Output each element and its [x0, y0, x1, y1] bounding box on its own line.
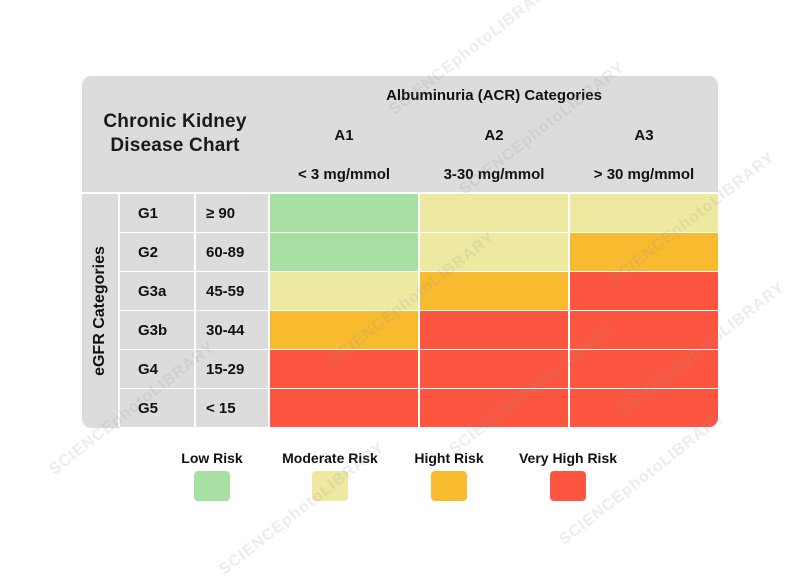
- risk-cell-g1-a1: [270, 194, 418, 232]
- row-code-g2: G2: [120, 233, 194, 271]
- row-code-g3b: G3b: [120, 311, 194, 349]
- row-range-g3b: 30-44: [196, 311, 268, 349]
- row-code-g5: G5: [120, 389, 194, 427]
- legend-swatch-moderate-risk: [312, 471, 348, 501]
- risk-cell-g1-a3: [570, 194, 718, 232]
- risk-cell-g3b-a3: [570, 311, 718, 349]
- row-range-g4: 15-29: [196, 350, 268, 388]
- legend-label-low-risk: Low Risk: [181, 450, 243, 466]
- column-range-a3: > 30 mg/mmol: [570, 156, 718, 192]
- legend-swatch-very-high-risk: [550, 471, 586, 501]
- column-range-a1: < 3 mg/mmol: [270, 156, 418, 192]
- legend-label-moderate-risk: Moderate Risk: [282, 450, 378, 466]
- risk-cell-g2-a3: [570, 233, 718, 271]
- row-group-header: eGFR Categories: [82, 194, 118, 428]
- column-code-a3: A3: [570, 116, 718, 154]
- risk-cell-g4-a1: [270, 350, 418, 388]
- legend-swatch-hight-risk: [431, 471, 467, 501]
- row-code-g1: G1: [120, 194, 194, 232]
- column-range-a2: 3-30 mg/mmol: [420, 156, 568, 192]
- row-range-g2: 60-89: [196, 233, 268, 271]
- risk-cell-g3a-a1: [270, 272, 418, 310]
- chart-title-line-1: Chronic Kidney: [103, 111, 247, 132]
- legend-label-very-high-risk: Very High Risk: [518, 450, 618, 466]
- risk-cell-g3b-a1: [270, 311, 418, 349]
- risk-cell-g2-a1: [270, 233, 418, 271]
- chart-title: Chronic Kidney Disease Chart: [82, 76, 268, 192]
- risk-cell-g5-a3: [570, 389, 718, 427]
- row-code-g3a: G3a: [120, 272, 194, 310]
- risk-cell-g5-a1: [270, 389, 418, 427]
- risk-cell-g4-a3: [570, 350, 718, 388]
- risk-cell-g5-a2: [420, 389, 568, 427]
- row-range-g3a: 45-59: [196, 272, 268, 310]
- column-code-a1: A1: [270, 116, 418, 154]
- legend-swatch-low-risk: [194, 471, 230, 501]
- legend-label-hight-risk: Hight Risk: [414, 450, 484, 466]
- risk-cell-g3b-a2: [420, 311, 568, 349]
- risk-cell-g3a-a3: [570, 272, 718, 310]
- risk-cell-g3a-a2: [420, 272, 568, 310]
- risk-cell-g2-a2: [420, 233, 568, 271]
- column-code-a2: A2: [420, 116, 568, 154]
- row-code-g4: G4: [120, 350, 194, 388]
- column-group-header: Albuminuria (ACR) Categories: [270, 76, 718, 114]
- row-group-header-label: eGFR Categories: [90, 246, 108, 376]
- chart-title-line-2: Disease Chart: [110, 135, 240, 156]
- risk-cell-g1-a2: [420, 194, 568, 232]
- risk-cell-g4-a2: [420, 350, 568, 388]
- row-range-g5: < 15: [196, 389, 268, 427]
- row-range-g1: ≥ 90: [196, 194, 268, 232]
